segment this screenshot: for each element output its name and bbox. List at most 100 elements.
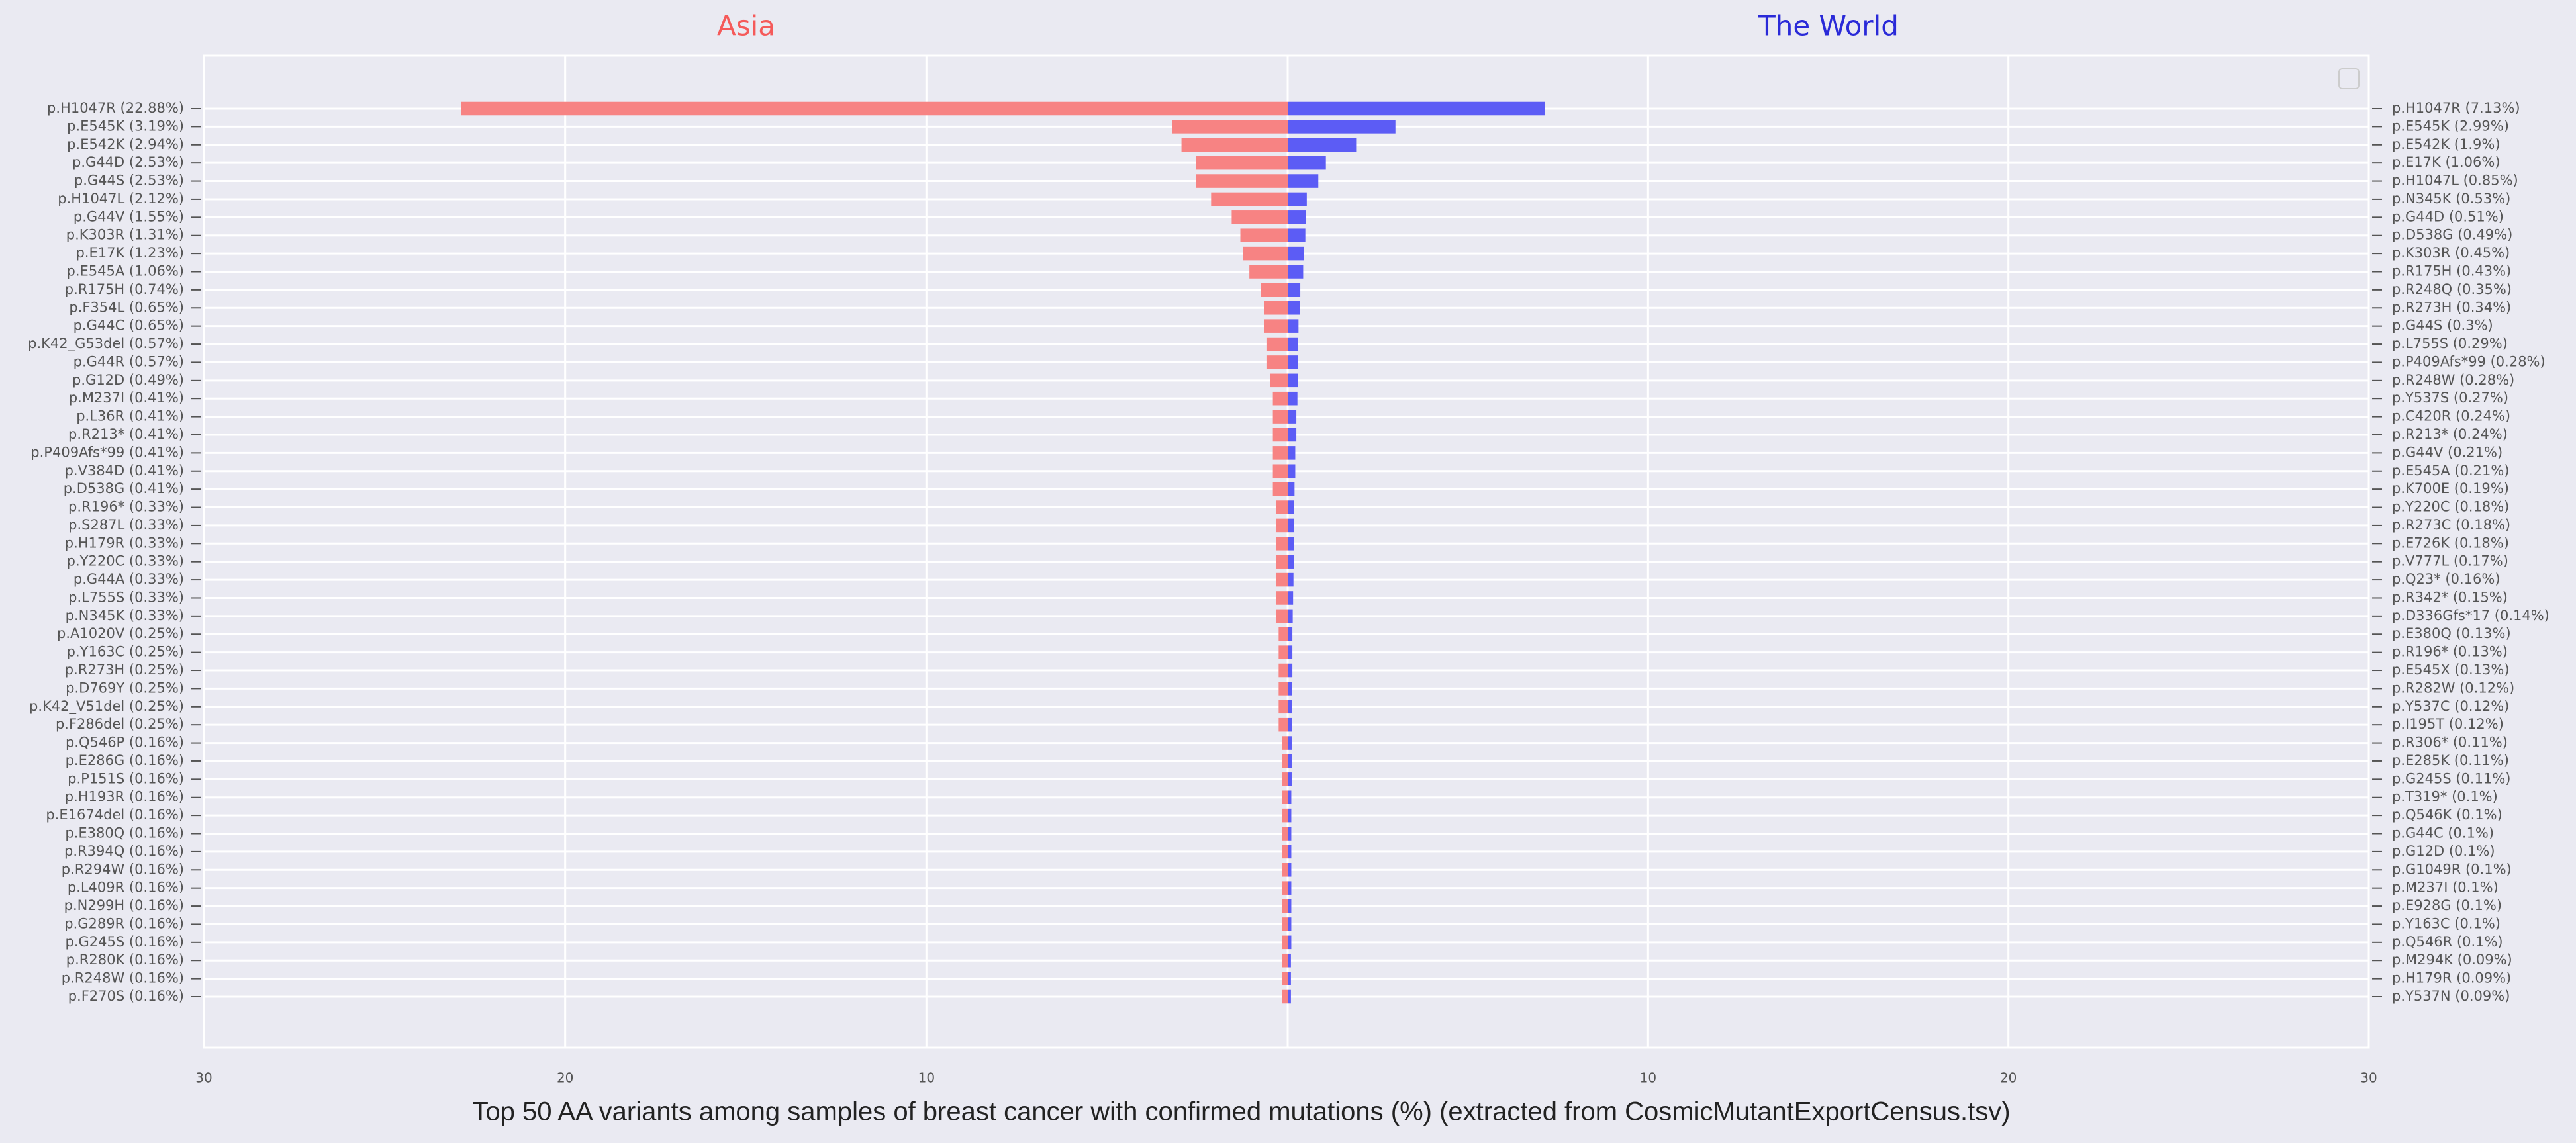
bar bbox=[1275, 537, 1288, 551]
bar bbox=[1288, 717, 1292, 732]
bar bbox=[1196, 174, 1288, 188]
bar bbox=[1288, 337, 1298, 351]
y-tick-label: p.G44D (0.51%) bbox=[2392, 208, 2504, 224]
bar bbox=[1264, 319, 1288, 333]
x-tick-label: 10 bbox=[918, 1070, 935, 1086]
y-tick-label: p.Y537S (0.27%) bbox=[2392, 390, 2508, 406]
y-tick-label: p.R175H (0.74%) bbox=[65, 281, 184, 297]
bar bbox=[1266, 337, 1288, 351]
y-tick-label: p.K42_V51del (0.25%) bbox=[29, 698, 184, 715]
bar bbox=[1282, 989, 1288, 1004]
bar bbox=[1288, 210, 1306, 224]
bar bbox=[1288, 391, 1298, 406]
bar bbox=[1288, 972, 1291, 985]
bar bbox=[1282, 972, 1288, 985]
y-tick-label: p.Q546K (0.1%) bbox=[2392, 807, 2503, 823]
panel-title: The World bbox=[1758, 10, 1899, 42]
legend-box bbox=[2338, 68, 2360, 89]
bar bbox=[1272, 464, 1288, 479]
y-tick-label: p.D769Y (0.25%) bbox=[66, 680, 184, 696]
bar bbox=[1282, 953, 1288, 968]
bar bbox=[1278, 627, 1288, 641]
y-tick-label: p.C420R (0.24%) bbox=[2392, 408, 2510, 424]
bar bbox=[1282, 917, 1288, 931]
x-tick-label: 20 bbox=[2000, 1070, 2017, 1086]
chart-caption: Top 50 AA variants among samples of brea… bbox=[472, 1097, 2010, 1126]
bar bbox=[1288, 935, 1292, 950]
y-tick-label: p.K303R (1.31%) bbox=[66, 227, 184, 243]
bar bbox=[1275, 518, 1288, 533]
y-tick-label: p.F270S (0.16%) bbox=[68, 988, 184, 1004]
y-tick-label: p.Y220C (0.18%) bbox=[2392, 499, 2509, 515]
y-tick-label: p.V384D (0.41%) bbox=[65, 463, 184, 479]
y-tick-label: p.R213* (0.24%) bbox=[2392, 426, 2508, 442]
y-tick-label: p.N345K (0.53%) bbox=[2392, 191, 2510, 206]
bar bbox=[1288, 319, 1299, 333]
bar bbox=[1272, 446, 1288, 460]
y-tick-label: p.G44S (2.53%) bbox=[74, 173, 184, 189]
bar bbox=[1288, 682, 1292, 696]
y-tick-label: p.Y220C (0.33%) bbox=[67, 553, 184, 569]
y-tick-label: p.R273H (0.34%) bbox=[2392, 299, 2511, 315]
bar bbox=[1278, 682, 1288, 696]
bar bbox=[1275, 591, 1288, 605]
x-tick-label: 30 bbox=[195, 1070, 212, 1086]
bar bbox=[1282, 754, 1288, 768]
y-tick-label: p.V777L (0.17%) bbox=[2392, 553, 2508, 569]
y-tick-label: p.Q546R (0.1%) bbox=[2392, 934, 2503, 950]
y-tick-label: p.G245S (0.11%) bbox=[2392, 770, 2510, 786]
bar bbox=[1288, 446, 1296, 460]
bar bbox=[1288, 355, 1298, 369]
y-tick-label: p.E286G (0.16%) bbox=[66, 753, 184, 768]
y-tick-label: p.E380Q (0.13%) bbox=[2392, 625, 2511, 641]
y-tick-label: p.H1047L (0.85%) bbox=[2392, 173, 2518, 189]
bar bbox=[1288, 645, 1293, 659]
y-tick-label: p.G44R (0.57%) bbox=[73, 353, 184, 369]
bar bbox=[1288, 410, 1297, 424]
y-tick-label: p.G44V (1.55%) bbox=[73, 208, 184, 224]
y-tick-label: p.E17K (1.06%) bbox=[2392, 154, 2501, 170]
y-tick-label: p.E545K (2.99%) bbox=[2392, 118, 2509, 134]
bar bbox=[1288, 572, 1294, 587]
y-tick-label: p.K303R (0.45%) bbox=[2392, 245, 2510, 261]
bar bbox=[1275, 555, 1288, 569]
bar bbox=[1288, 156, 1326, 170]
y-tick-label: p.R248W (0.28%) bbox=[2392, 372, 2514, 388]
y-tick-label: p.R248W (0.16%) bbox=[62, 970, 184, 986]
y-tick-label: p.E380Q (0.16%) bbox=[65, 825, 184, 841]
bar bbox=[1211, 192, 1288, 206]
x-tick-label: 10 bbox=[1640, 1070, 1656, 1086]
bar bbox=[1288, 989, 1291, 1004]
y-tick-label: p.Y163C (0.1%) bbox=[2392, 915, 2501, 931]
bar bbox=[1288, 700, 1292, 714]
bar bbox=[1181, 138, 1288, 152]
y-tick-label: p.G44S (0.3%) bbox=[2392, 318, 2493, 334]
y-tick-label: p.E928G (0.1%) bbox=[2392, 897, 2502, 913]
bar bbox=[1288, 428, 1297, 442]
y-tick-label: p.E542K (1.9%) bbox=[2392, 136, 2501, 152]
bar bbox=[1288, 917, 1292, 931]
y-tick-label: p.D336Gfs*17 (0.14%) bbox=[2392, 608, 2550, 623]
bar bbox=[1288, 627, 1293, 641]
bar bbox=[1278, 717, 1288, 732]
bar bbox=[1288, 120, 1396, 134]
y-tick-label: p.Q546P (0.16%) bbox=[66, 735, 184, 751]
y-tick-label: p.D538G (0.49%) bbox=[2392, 227, 2512, 243]
bar bbox=[1288, 863, 1292, 877]
y-tick-label: p.L409R (0.16%) bbox=[68, 880, 184, 895]
y-tick-label: p.R196* (0.33%) bbox=[68, 499, 184, 515]
y-tick-label: p.Y537C (0.12%) bbox=[2392, 698, 2509, 714]
bar bbox=[1275, 572, 1288, 587]
y-tick-label: p.H1047R (7.13%) bbox=[2392, 100, 2520, 116]
y-tick-label: p.A1020V (0.25%) bbox=[57, 625, 184, 641]
bar bbox=[1288, 772, 1292, 786]
y-tick-label: p.G44V (0.21%) bbox=[2392, 444, 2503, 460]
bar bbox=[1240, 228, 1288, 242]
y-tick-label: p.E1674del (0.16%) bbox=[46, 807, 184, 823]
bar bbox=[1172, 120, 1288, 134]
y-tick-label: p.R213* (0.41%) bbox=[68, 426, 184, 442]
bar bbox=[1243, 246, 1288, 261]
bar bbox=[1270, 373, 1288, 388]
